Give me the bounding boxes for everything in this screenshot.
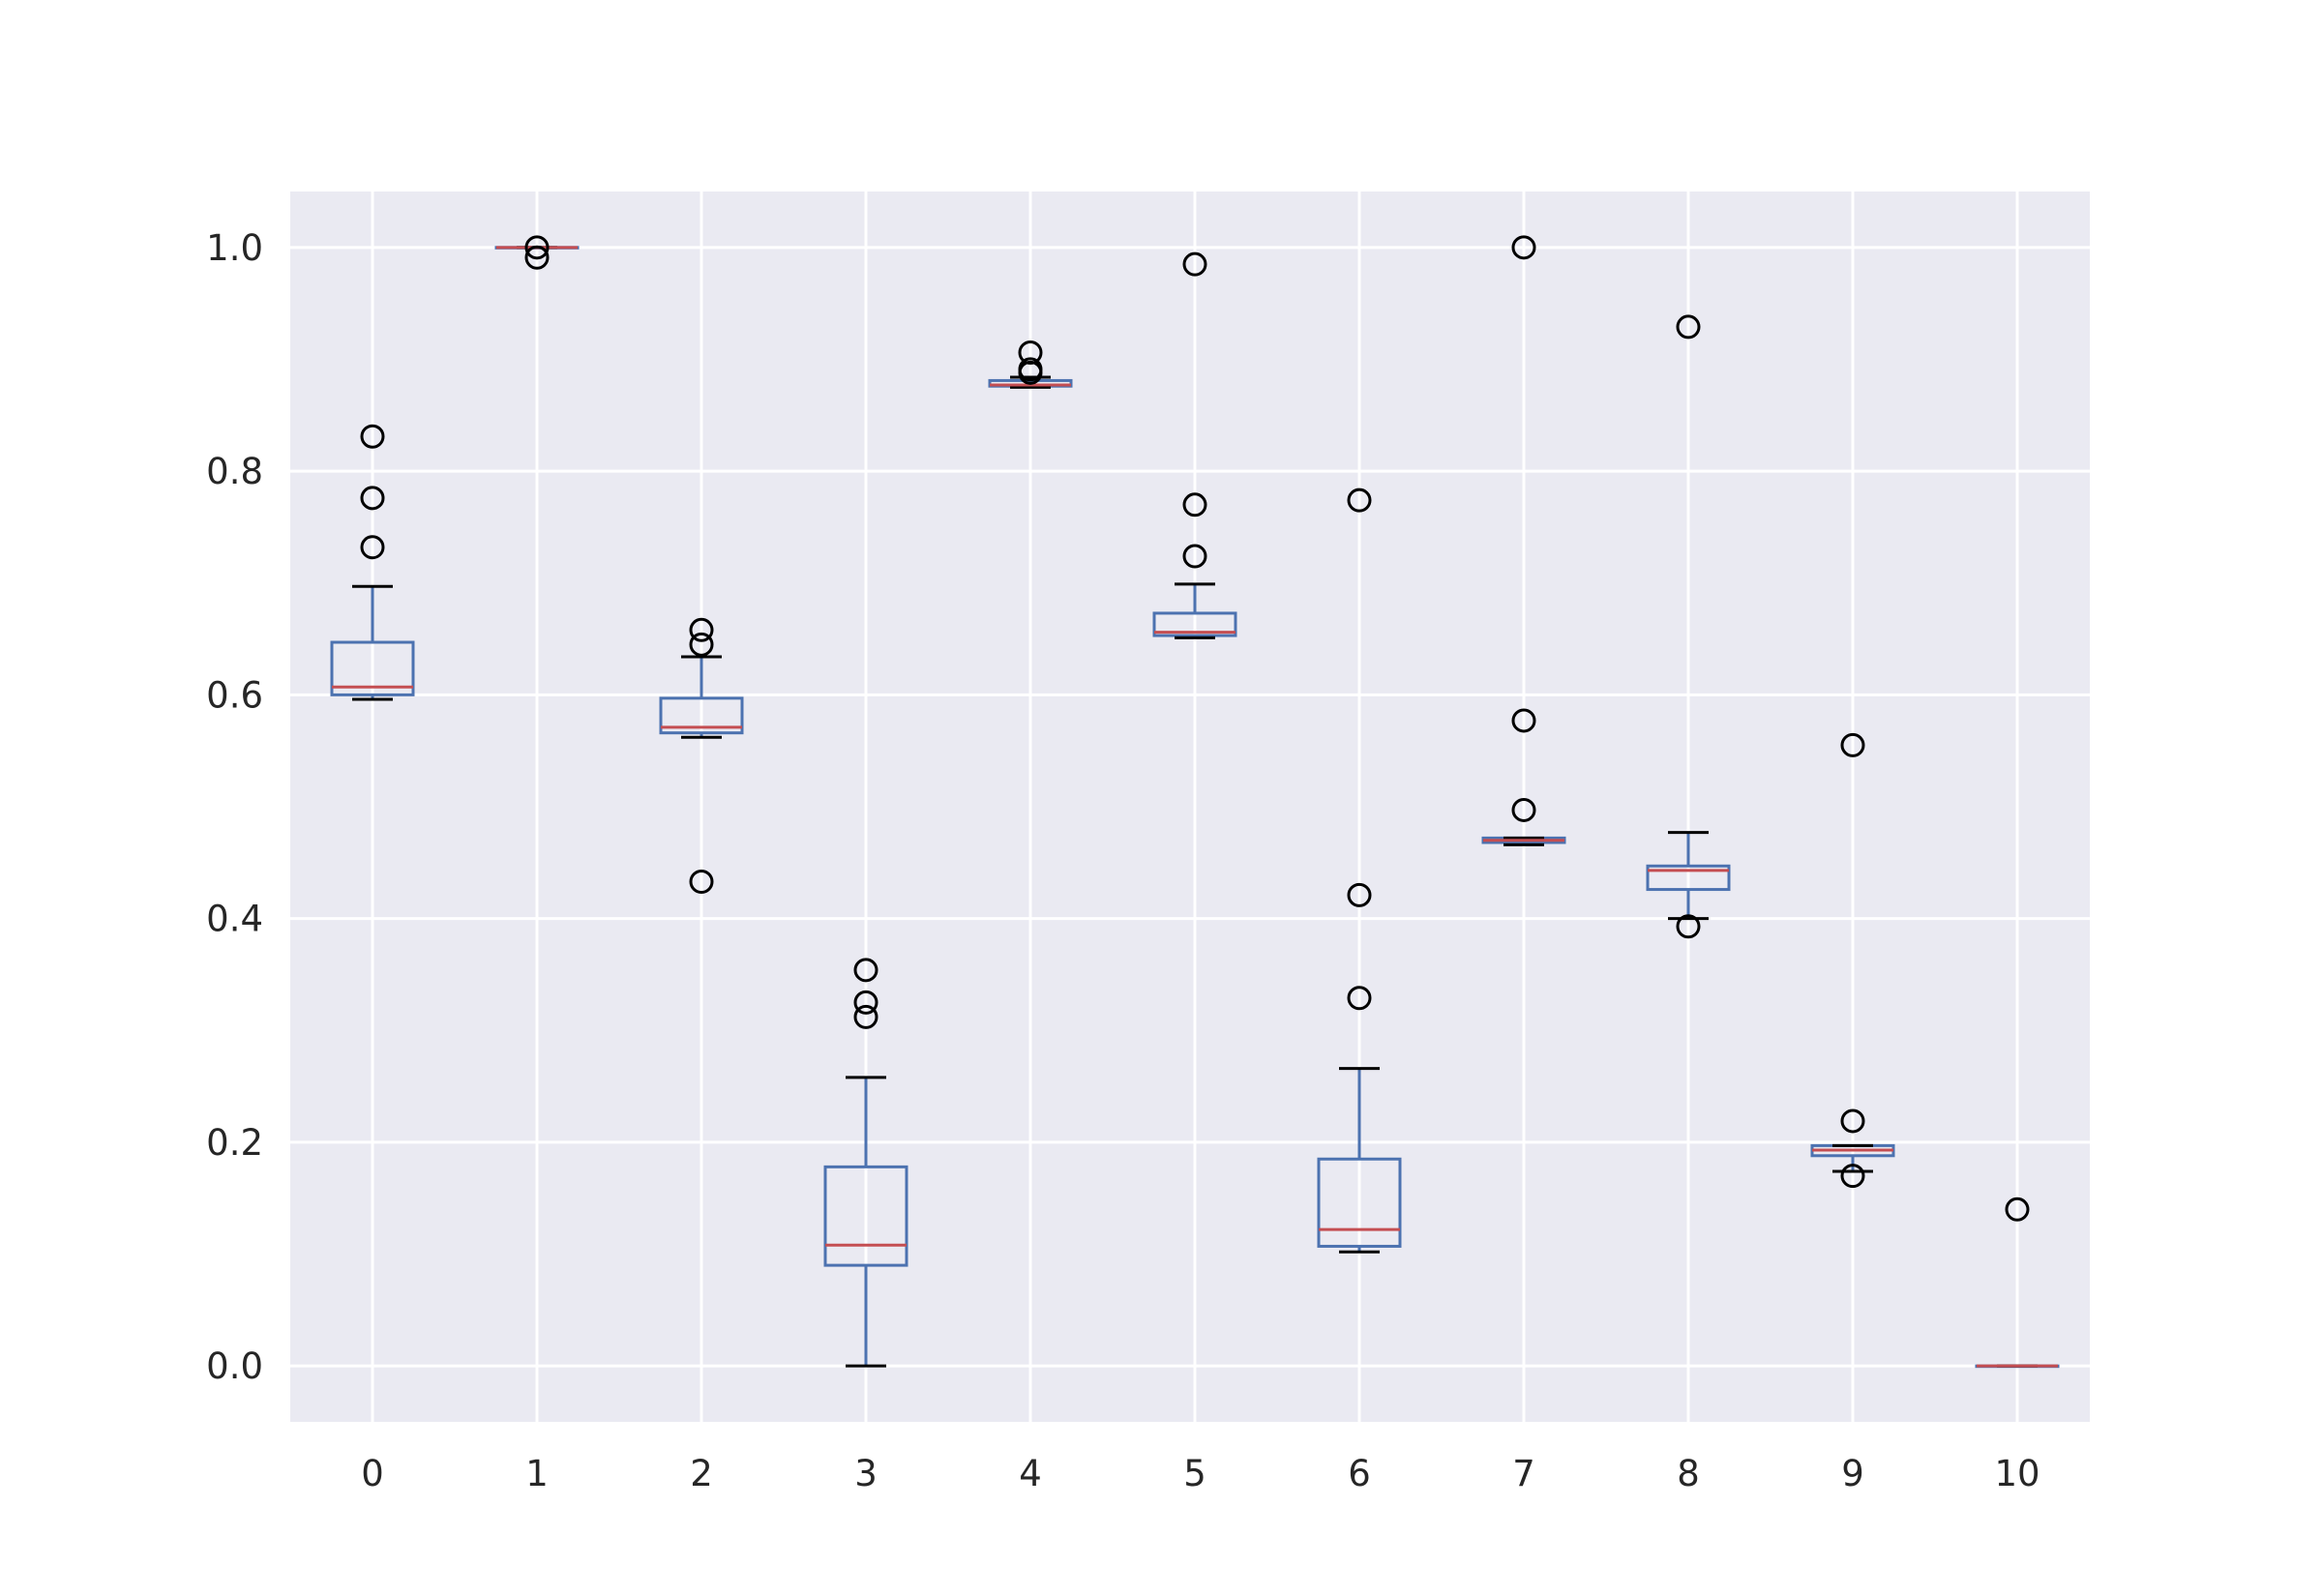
flier-point [524, 235, 550, 260]
flier-point [1511, 235, 1536, 260]
y-tick-label: 0.0 [206, 1345, 263, 1387]
x-tick-label: 4 [1019, 1453, 1042, 1494]
x-tick-label: 8 [1677, 1453, 1700, 1494]
flier-point [1182, 251, 1207, 277]
y-tick-label: 1.0 [206, 227, 263, 269]
y-tick-label: 0.2 [206, 1122, 263, 1164]
box-5 [1152, 251, 1237, 639]
flier-point [689, 617, 714, 642]
box-4 [988, 340, 1073, 389]
box-0 [330, 424, 415, 701]
flier-point [853, 990, 878, 1015]
flier-point [689, 869, 714, 894]
box-body [330, 640, 415, 696]
box-6 [1317, 488, 1402, 1254]
flier-point [1840, 1108, 1865, 1134]
x-tick-label: 0 [361, 1453, 384, 1494]
x-tick-label: 9 [1841, 1453, 1864, 1494]
flier-point [360, 535, 385, 560]
flier-point [1347, 882, 1372, 907]
x-tick-label: 10 [1994, 1453, 2039, 1494]
y-axis-tick-labels: 0.0 0.2 0.4 0.6 0.8 1.0 [206, 227, 263, 1387]
y-tick-label: 0.8 [206, 451, 263, 492]
flier-point [1840, 732, 1865, 757]
flier-point [1511, 797, 1536, 822]
flier-point [360, 424, 385, 449]
flier-point [1182, 492, 1207, 517]
box-body [1317, 1157, 1402, 1248]
flier-point [1182, 544, 1207, 569]
flier-point [1676, 914, 1701, 939]
box-body [659, 696, 744, 735]
flier-point [1347, 488, 1372, 513]
x-tick-label: 5 [1183, 1453, 1206, 1494]
flier-point [853, 1004, 878, 1029]
box-1 [494, 235, 580, 270]
box-8 [1646, 314, 1731, 939]
box-body [1152, 611, 1237, 637]
flier-point [1511, 708, 1536, 733]
flier-point [2005, 1197, 2030, 1222]
flier-point [853, 958, 878, 983]
x-tick-label: 7 [1512, 1453, 1535, 1494]
box-body [1646, 864, 1731, 892]
flier-point [1018, 340, 1043, 366]
boxes [330, 235, 2060, 1369]
flier-point [1347, 986, 1372, 1011]
flier-point [689, 632, 714, 657]
box-2 [659, 617, 744, 894]
flier-point [1840, 1164, 1865, 1189]
box-3 [823, 958, 908, 1368]
flier-point [360, 486, 385, 511]
x-tick-label: 1 [525, 1453, 549, 1494]
x-tick-label: 3 [854, 1453, 878, 1494]
y-tick-label: 0.4 [206, 899, 263, 940]
y-tick-label: 0.6 [206, 674, 263, 716]
box-9 [1810, 732, 1895, 1189]
box-7 [1481, 235, 1566, 846]
flier-point [524, 245, 550, 270]
flier-point [1676, 314, 1701, 340]
box-10 [1975, 1197, 2060, 1369]
x-axis-tick-labels: 0 1 2 3 4 5 6 7 8 9 10 [361, 1453, 2039, 1494]
box-body [823, 1165, 908, 1267]
x-tick-label: 2 [690, 1453, 713, 1494]
x-tick-label: 6 [1348, 1453, 1371, 1494]
plot-area [290, 192, 2090, 1422]
grid-lines [290, 192, 2090, 1422]
flier-point [1018, 357, 1043, 382]
